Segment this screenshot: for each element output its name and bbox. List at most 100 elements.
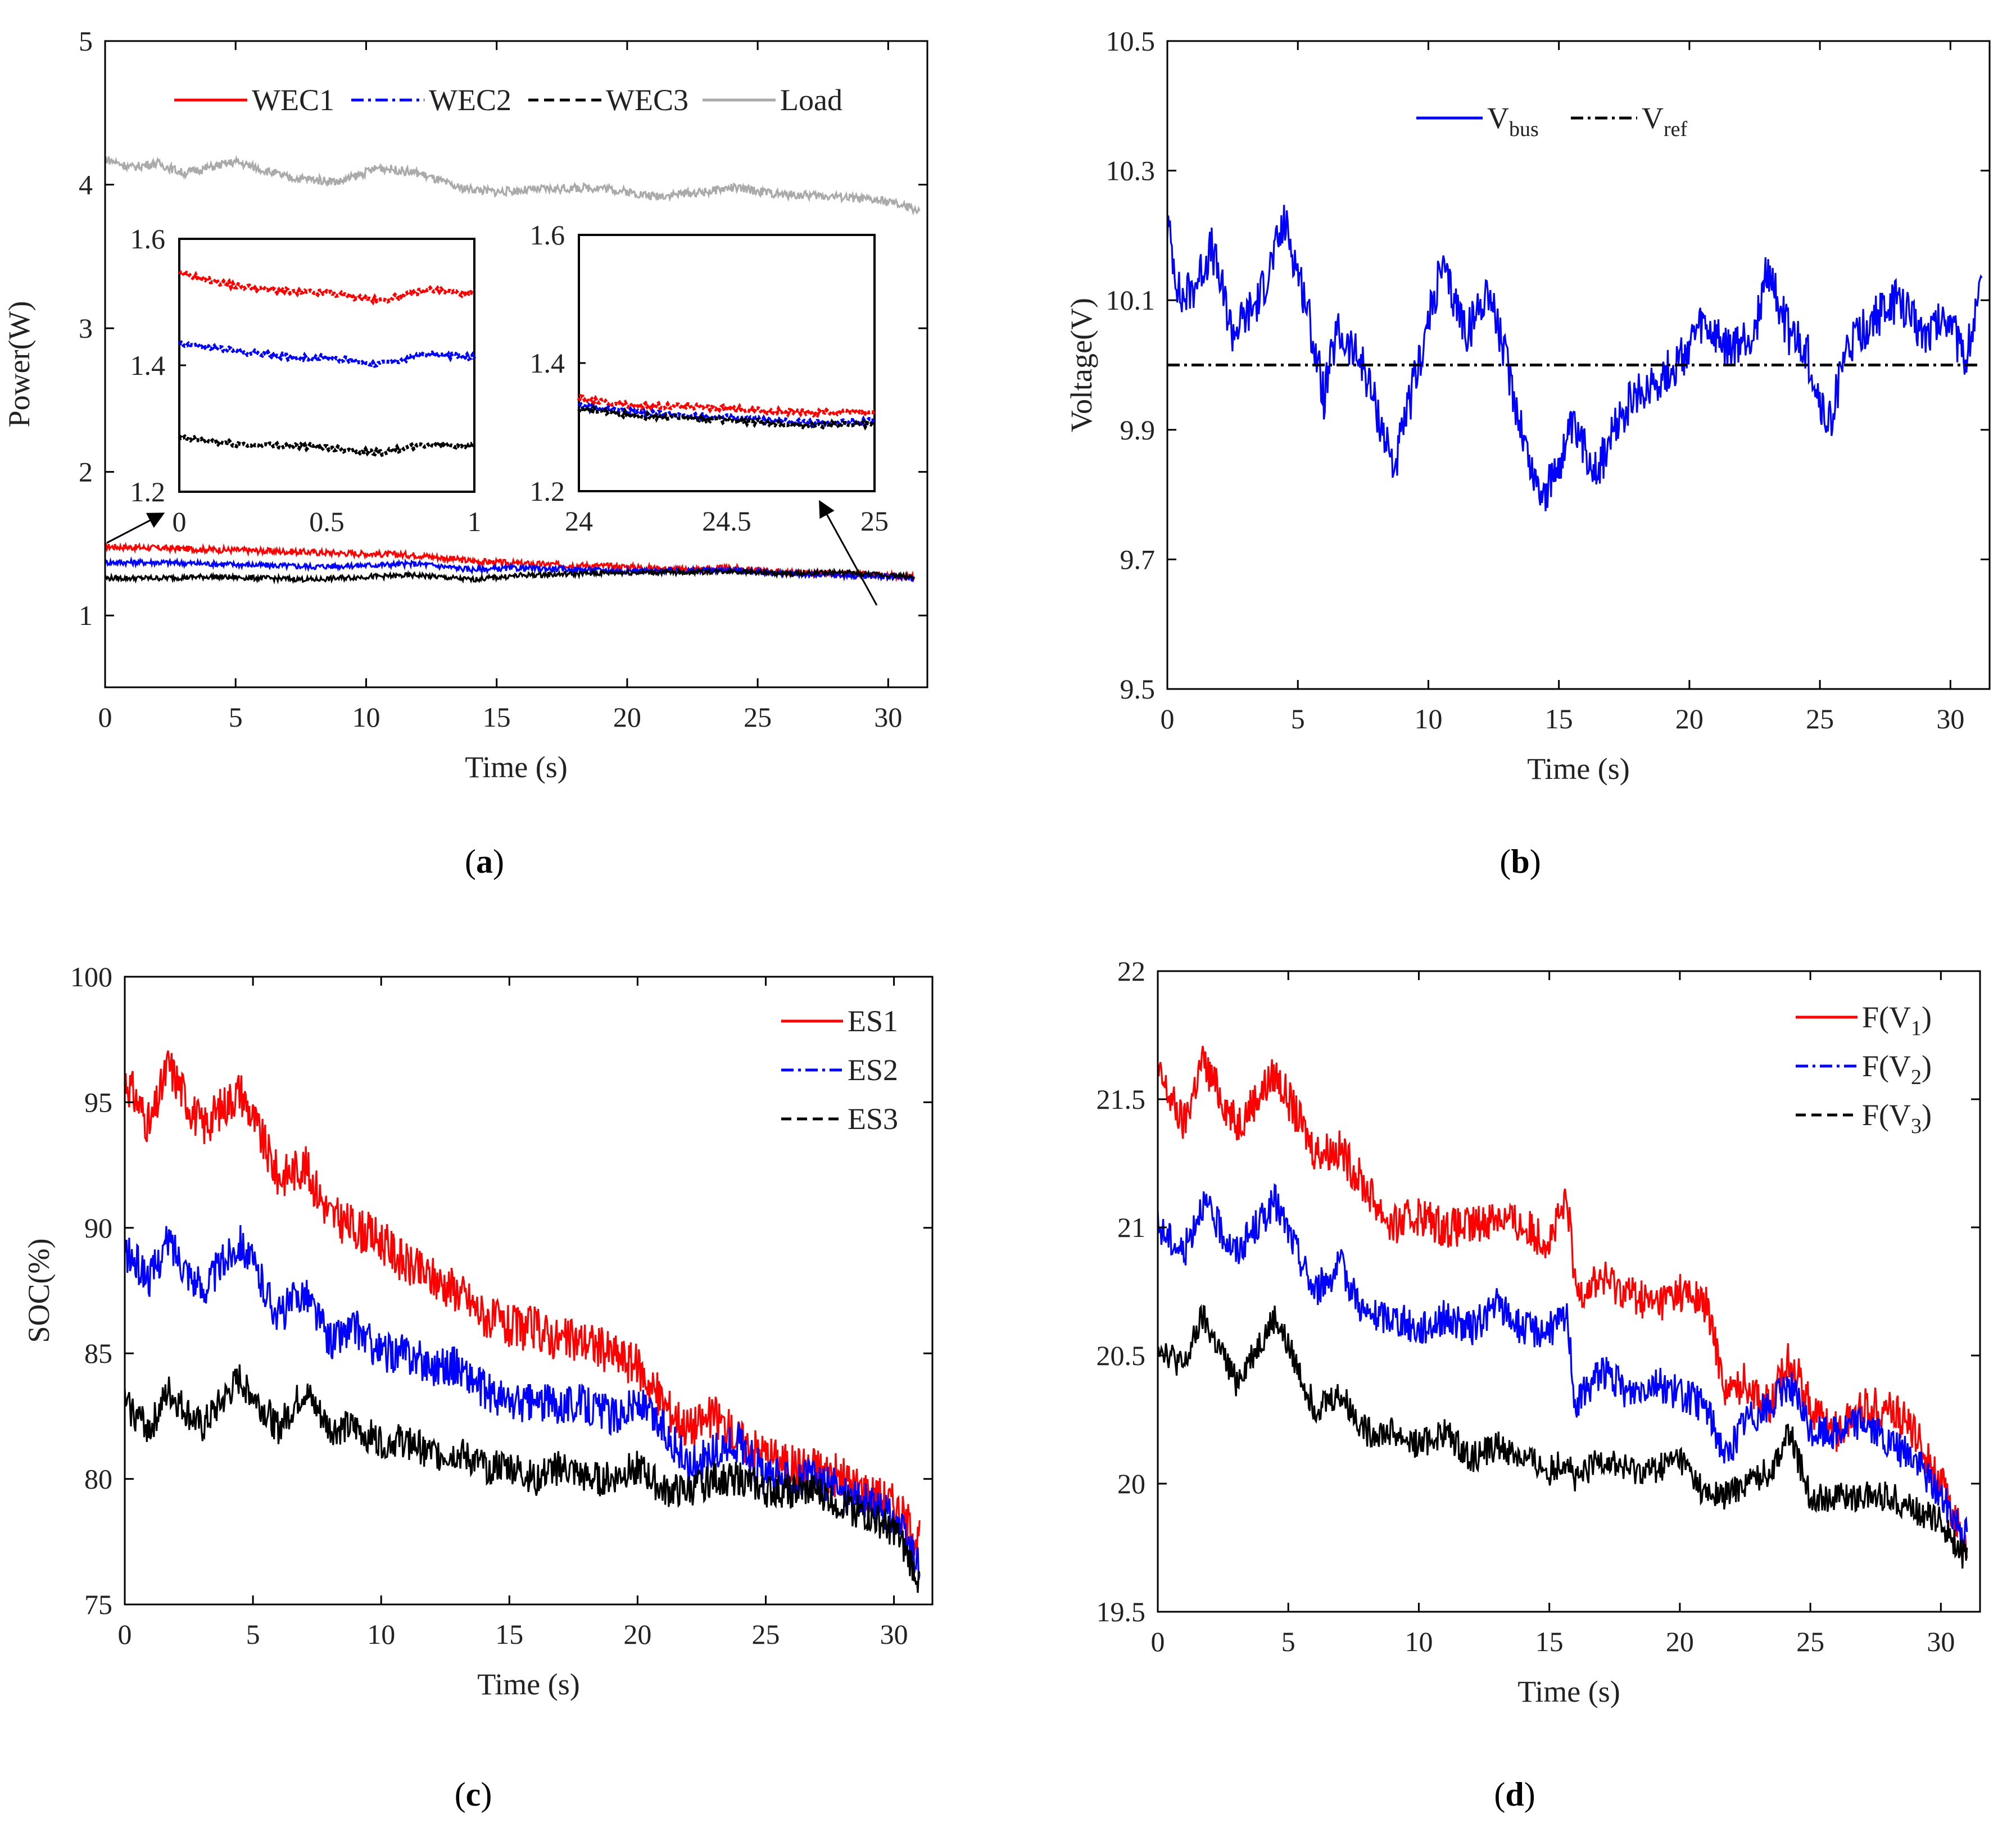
panel-caption: (d): [1494, 1776, 1535, 1813]
legend-label: F(V2): [1862, 1049, 1932, 1089]
inset-frame: [178, 238, 475, 493]
legend-label: WEC3: [606, 83, 688, 117]
x-tick-label: 0: [1161, 703, 1175, 735]
x-tick-label: 5: [1281, 1626, 1295, 1657]
legend-label: WEC1: [252, 83, 334, 117]
y-tick-label: 4: [79, 169, 93, 201]
legend-label: ES1: [848, 1004, 898, 1038]
x-tick-label: 20: [1666, 1626, 1694, 1657]
chart-c: 0 5 10 15 20 25 30 75 80 85 90 95 100 Time (s) SOC(%) (…: [22, 961, 934, 1813]
x-tick-label: 30: [880, 1619, 908, 1650]
legend-label: F(V1): [1862, 1000, 1932, 1040]
panel-caption: (a): [465, 843, 504, 880]
x-tick-label: 25: [744, 701, 772, 733]
inset-2: 24 24.5 25 1.2 1.4 1.6: [530, 219, 889, 537]
y-tick-label: 20: [1117, 1468, 1145, 1499]
y-tick-label: 9.7: [1120, 543, 1156, 575]
legend: ES1 ES2 ES3: [781, 1004, 898, 1136]
inset-series-wec2: [178, 340, 477, 368]
series-line-fv2: [1158, 1183, 1968, 1545]
y-tick-label: 85: [84, 1338, 112, 1369]
y-tick-label: 10.1: [1106, 284, 1156, 316]
x-tick-label: 5: [246, 1619, 260, 1650]
legend: Vbus Vref: [1416, 101, 1688, 141]
y-tick-label: 21: [1117, 1212, 1145, 1243]
y-tick-label: 20.5: [1097, 1340, 1146, 1371]
inset-x-tick-label: 25: [860, 505, 889, 537]
inset-y-tick-label: 1.6: [130, 223, 166, 255]
x-axis-title: Time (s): [477, 1667, 580, 1701]
plot-frame: [124, 976, 934, 1606]
x-tick-label: 5: [1291, 703, 1305, 735]
series-line-es1: [125, 1050, 921, 1556]
x-tick-label: 20: [623, 1619, 651, 1650]
x-tick-label: 15: [483, 701, 511, 733]
inset-x-tick-label: 0.5: [309, 506, 345, 537]
x-tick-label: 0: [1151, 1626, 1165, 1657]
y-tick-label: 75: [84, 1589, 112, 1620]
inset-y-tick-label: 1.4: [530, 347, 565, 379]
inset-series-wec3: [178, 434, 477, 457]
plot-frame: [1157, 970, 1981, 1613]
x-tick-label: 15: [1545, 703, 1573, 735]
inset-frame: [578, 234, 876, 492]
chart-b: 0 5 10 15 20 25 30 9.5 9.7 9.9 10.1 10.3 10.5 Time (s…: [1064, 25, 1991, 880]
series-line-fv3: [1158, 1304, 1968, 1569]
y-tick-label: 2: [79, 456, 93, 488]
inset-y-tick-label: 1.4: [130, 350, 166, 381]
x-axis-title: Time (s): [465, 750, 568, 784]
legend-label: WEC2: [429, 83, 511, 117]
inset-y-tick-label: 1.2: [530, 475, 565, 507]
inset-series-wec1: [577, 393, 875, 418]
x-axis-title: Time (s): [1527, 752, 1630, 786]
x-tick-label: 20: [1675, 703, 1704, 735]
x-tick-label: 10: [367, 1619, 395, 1650]
x-tick-label: 20: [613, 701, 641, 733]
series-group: [105, 155, 921, 585]
chart-d: 0 5 10 15 20 25 30 19.5 20 20.5 21 21.5 22 Time (s) (d…: [1097, 955, 1981, 1813]
plot-frame: [1166, 40, 1991, 690]
y-axis-title: SOC(%): [22, 1239, 56, 1343]
plot-frame: [104, 40, 928, 688]
y-tick-label: 3: [79, 312, 93, 344]
panel-caption: (c): [455, 1776, 492, 1813]
y-tick-label: 9.9: [1120, 414, 1156, 446]
y-tick-label: 10.3: [1106, 155, 1156, 187]
inset-arrow-1: [106, 513, 165, 544]
x-tick-label: 15: [495, 1619, 523, 1650]
x-tick-label: 15: [1535, 1626, 1564, 1657]
inset-x-tick-label: 24: [565, 505, 593, 537]
y-tick-label: 19.5: [1097, 1596, 1146, 1627]
inset-series-wec1: [178, 270, 475, 306]
inset-series-wec3: [577, 404, 876, 432]
x-tick-label: 25: [1806, 703, 1834, 735]
x-axis-title: Time (s): [1517, 1675, 1620, 1708]
series-line-es2: [125, 1225, 921, 1580]
x-tick-label: 5: [229, 701, 243, 733]
y-tick-label: 5: [79, 25, 93, 57]
inset-x-tick-label: 24.5: [702, 505, 751, 537]
series-line-vbus: [1167, 205, 1983, 511]
legend-label: ES2: [848, 1053, 898, 1087]
x-tick-label: 30: [1927, 1626, 1955, 1657]
x-tick-label: 10: [1405, 1626, 1433, 1657]
legend-label: Vbus: [1487, 101, 1539, 141]
legend: WEC1 WEC2 WEC3 Load: [174, 83, 842, 117]
x-tick-label: 0: [98, 701, 112, 733]
y-tick-label: 10.5: [1106, 25, 1156, 57]
panel-caption: (b): [1499, 843, 1541, 880]
inset-x-tick-label: 0: [173, 506, 187, 537]
legend: F(V1) F(V2) F(V3): [1796, 1000, 1932, 1138]
y-tick-label: 1: [79, 600, 93, 631]
inset-arrow-2: [819, 500, 878, 606]
x-tick-label: 30: [874, 701, 902, 733]
series-group: [1167, 205, 1983, 511]
y-axis-title: Voltage(V): [1064, 298, 1098, 432]
y-axis-title: Power(W): [2, 301, 36, 428]
x-tick-label: 25: [1796, 1626, 1824, 1657]
legend-label: F(V3): [1862, 1098, 1932, 1138]
x-tick-label: 0: [118, 1619, 132, 1650]
y-tick-label: 22: [1117, 955, 1145, 987]
